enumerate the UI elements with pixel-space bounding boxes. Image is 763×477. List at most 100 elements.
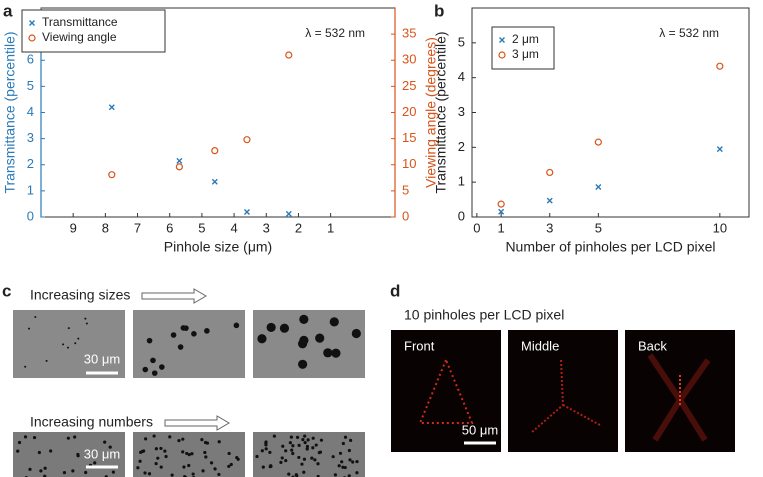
pore (74, 342, 77, 345)
pore (349, 438, 353, 443)
y2-tick-label: 35 (402, 26, 416, 41)
y-tick-label: 1 (27, 182, 34, 197)
pore (67, 346, 70, 349)
pore (316, 474, 320, 477)
pore (138, 459, 142, 463)
pore (297, 443, 301, 447)
marker (211, 178, 218, 185)
pore (108, 445, 112, 449)
marker (498, 51, 506, 59)
pore (209, 461, 214, 465)
pore (147, 472, 152, 476)
micrograph (133, 310, 245, 378)
pore (272, 434, 276, 438)
pore (233, 322, 240, 329)
marker (29, 20, 35, 26)
y-axis-label: Transmittance (percentile) (433, 31, 449, 193)
pore (168, 435, 172, 439)
pore (67, 327, 70, 330)
pore (264, 440, 268, 444)
y2-tick-label: 15 (402, 130, 416, 145)
pore (183, 325, 189, 331)
annotation: λ = 532 nm (659, 26, 719, 40)
pore (303, 440, 307, 445)
marker (108, 104, 115, 111)
pore (204, 455, 208, 459)
pore (163, 449, 167, 453)
marker (595, 184, 602, 191)
pore (66, 436, 70, 440)
pore (301, 438, 305, 442)
pore (338, 451, 343, 455)
x-tick-label: 6 (166, 220, 173, 235)
marker (176, 157, 183, 164)
row-label: Increasing numbers (30, 414, 153, 430)
y2-tick-label: 20 (402, 104, 416, 119)
pore (146, 337, 153, 344)
y-tick-label: 5 (458, 34, 465, 49)
pore (284, 449, 288, 453)
pore (269, 464, 273, 468)
legend-label: Transmittance (42, 15, 118, 29)
pore (355, 459, 359, 464)
pore (45, 359, 48, 362)
x-tick-label: 5 (595, 220, 602, 235)
pore (343, 435, 348, 439)
pore (288, 441, 292, 445)
pore (103, 440, 107, 444)
pore (62, 471, 67, 475)
pore (257, 334, 267, 344)
x-axis-label: Pinhole size (μm) (164, 239, 272, 255)
image (391, 330, 501, 452)
pore (23, 435, 28, 439)
pore (177, 438, 181, 443)
pore (154, 447, 158, 451)
pore (159, 364, 165, 370)
pore (260, 449, 264, 453)
pore (281, 444, 285, 448)
pore (290, 448, 294, 452)
marker (285, 210, 292, 217)
x-tick-label: 7 (134, 220, 141, 235)
pore (279, 323, 290, 333)
y-tick-label: 3 (458, 104, 465, 119)
y2-tick-label: 0 (402, 208, 409, 223)
pore (111, 470, 115, 474)
marker (211, 147, 219, 155)
legend-label: Viewing angle (42, 30, 117, 44)
pore (313, 458, 317, 462)
pore (227, 451, 231, 456)
pore (291, 451, 295, 456)
panel-label: a (3, 1, 13, 20)
arrow (141, 288, 207, 304)
marker (498, 208, 505, 215)
image-label: Back (638, 338, 667, 353)
pore (164, 454, 168, 459)
y-tick-label: 4 (27, 104, 34, 119)
y-tick-label: 6 (27, 52, 34, 67)
panel-label: d (390, 281, 400, 300)
x-tick-label: 0 (473, 220, 480, 235)
pore (264, 447, 268, 451)
pore (280, 456, 284, 460)
scale-label: 50 μm (462, 422, 498, 437)
pattern (531, 359, 601, 433)
pore (284, 458, 288, 463)
marker (546, 168, 554, 177)
pore (213, 467, 217, 471)
pore (315, 333, 325, 343)
pore (84, 470, 88, 475)
pore (73, 435, 77, 439)
micrographs (13, 310, 365, 477)
y-tick-label: 3 (27, 130, 34, 145)
pore (84, 317, 87, 320)
pore (142, 366, 149, 373)
pore (205, 441, 209, 445)
x-axis-label: Number of pinholes per LCD pixel (505, 239, 715, 255)
pore (24, 365, 27, 368)
pore (71, 469, 75, 473)
marker (497, 200, 505, 208)
pore (62, 343, 65, 346)
x-tick-label: 8 (102, 220, 109, 235)
y2-tick-label: 30 (402, 52, 416, 67)
